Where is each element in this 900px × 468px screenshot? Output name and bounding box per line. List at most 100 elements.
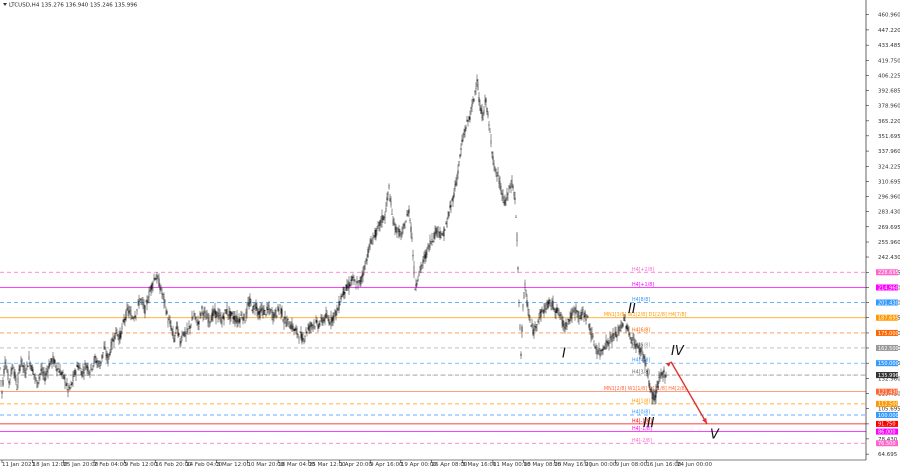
candle-body <box>295 328 297 331</box>
candle-body <box>204 311 206 313</box>
candle-body <box>394 223 396 230</box>
candle-body <box>144 305 146 315</box>
candle-body <box>473 98 475 102</box>
candle-body <box>585 319 587 321</box>
candle-body <box>338 301 340 310</box>
candle-body <box>306 331 308 334</box>
candle-body <box>515 217 517 218</box>
candle-body <box>207 317 209 324</box>
candle-body <box>499 181 501 190</box>
y-tick-label: 105.695 <box>878 407 900 413</box>
candle-body <box>48 363 50 369</box>
candle-body <box>359 280 361 285</box>
candle-body <box>301 334 303 343</box>
candle-body <box>424 254 426 259</box>
candle-body <box>278 309 280 311</box>
candle-body <box>228 311 230 317</box>
candle-body <box>599 353 601 357</box>
candle-body <box>634 344 636 347</box>
candle-body <box>249 297 251 304</box>
candle-body <box>377 225 379 227</box>
candle-body <box>581 312 583 316</box>
candle-body <box>570 312 572 319</box>
candle-body <box>121 326 123 330</box>
level-label: H4[6/8] <box>632 327 650 333</box>
candle-body <box>645 363 647 366</box>
candle-body <box>67 389 69 393</box>
candle-body <box>164 300 166 303</box>
candle-body <box>540 309 542 318</box>
candle-body <box>407 211 409 217</box>
wave-label: IV <box>671 344 685 359</box>
candle-body <box>369 243 371 248</box>
candle-body <box>24 370 26 377</box>
candle-body <box>478 97 480 103</box>
x-tick-label: 18 Jan 12:00 <box>33 462 68 468</box>
triangle-down-icon[interactable] <box>3 3 7 6</box>
candle-body <box>209 321 211 324</box>
candle-body <box>105 354 107 356</box>
y-tick-label: 324.225 <box>878 164 900 170</box>
candle-body <box>438 231 440 233</box>
candle-body <box>323 318 325 322</box>
candle-body <box>248 302 250 307</box>
price-tag <box>876 269 898 276</box>
candle-body <box>1 391 3 394</box>
candle-body <box>577 311 579 317</box>
candle-body <box>260 308 262 312</box>
candle-body <box>143 303 145 309</box>
candle-body <box>15 378 17 383</box>
candle-body <box>264 310 266 312</box>
candle-body <box>226 308 228 315</box>
candle-body <box>463 133 465 135</box>
candle-body <box>84 363 86 365</box>
candle-body <box>33 373 35 375</box>
candle-body <box>210 319 212 323</box>
candle-body <box>405 220 407 223</box>
candle-body <box>7 371 9 380</box>
level-label: H4[+1/8] <box>632 282 654 288</box>
candle-body <box>181 334 183 338</box>
candle-body <box>375 229 377 238</box>
candle-body <box>433 232 435 239</box>
y-tick-label: 337.960 <box>878 149 900 155</box>
candle-body <box>611 336 613 342</box>
candle-body <box>656 386 658 388</box>
candle-body <box>183 331 185 337</box>
price-tag <box>876 360 898 367</box>
y-tick-label: 64.695 <box>878 452 898 458</box>
candle-body <box>505 199 507 201</box>
level-label: H4[+2/8] <box>632 267 654 273</box>
candle-body <box>390 201 392 206</box>
candle-body <box>36 380 38 388</box>
candle-body <box>92 365 94 368</box>
candle-body <box>131 317 133 319</box>
candle-body <box>240 314 242 316</box>
candle-body <box>372 237 374 239</box>
candle-body <box>42 371 44 375</box>
candle-body <box>378 222 380 226</box>
candle-body <box>436 230 438 235</box>
candle-body <box>364 264 366 270</box>
candle-body <box>70 384 72 386</box>
candle-body <box>620 324 622 328</box>
candle-body <box>4 362 6 364</box>
candle-body <box>25 372 27 374</box>
y-tick-label: 132.960 <box>878 376 900 382</box>
candle-body <box>158 278 160 287</box>
candle-body <box>198 320 200 325</box>
candle-body <box>129 310 131 312</box>
candle-body <box>299 331 301 333</box>
candle-body <box>537 321 539 322</box>
candle-body <box>615 331 617 338</box>
candle-body <box>617 327 619 332</box>
candle-body <box>341 295 343 298</box>
candle-body <box>586 314 588 319</box>
y-tick-label: 242.430 <box>878 255 900 261</box>
candle-body <box>603 346 605 350</box>
candle-body <box>263 309 265 315</box>
candle-body <box>348 282 350 289</box>
